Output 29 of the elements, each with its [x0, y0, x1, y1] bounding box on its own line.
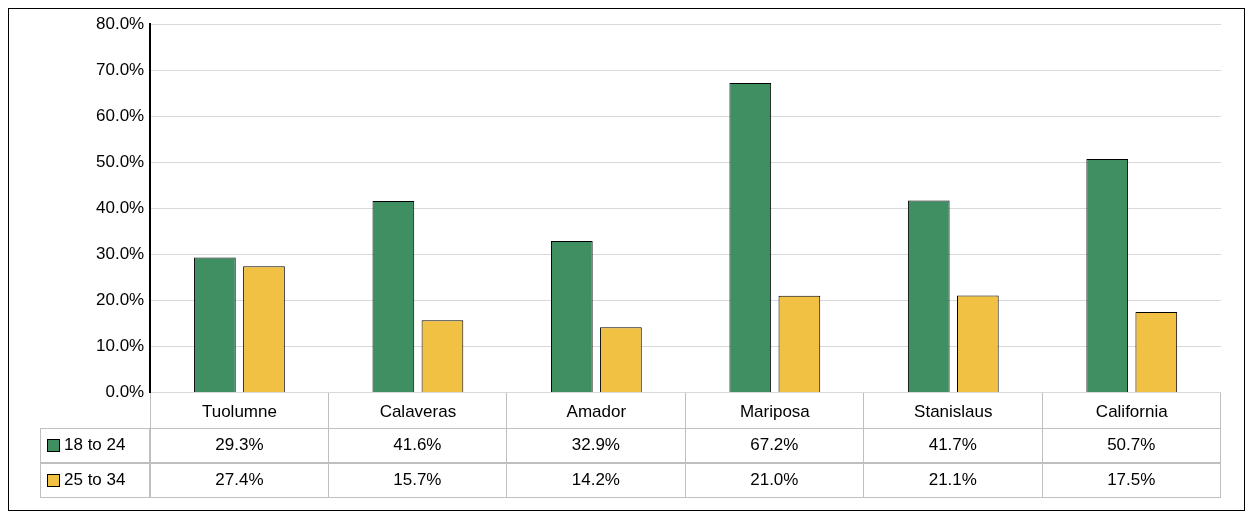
y-tick-label: 0.0%	[105, 382, 145, 402]
x-tick-label: Mariposa	[739, 402, 811, 422]
x-tick-label: Tuolumne	[201, 402, 277, 422]
x-tick-label: Calaveras	[379, 402, 457, 422]
y-tick-label: 70.0%	[96, 59, 145, 79]
y-tick-label: 20.0%	[96, 290, 145, 310]
data-label: 15.7%	[393, 470, 442, 491]
y-tick-label: 80.0%	[96, 13, 145, 33]
legend-label: 25 to 34	[64, 470, 126, 491]
data-label: 14.2%	[571, 470, 620, 491]
legend-label: 18 to 24	[64, 435, 126, 456]
data-label: 67.2%	[750, 435, 799, 456]
data-label: 41.6%	[393, 435, 442, 456]
data-label: 50.7%	[1107, 435, 1156, 456]
data-label: 21.0%	[750, 470, 799, 491]
data-label: 32.9%	[571, 435, 620, 456]
data-label: 29.3%	[215, 435, 264, 456]
y-tick-label: 60.0%	[96, 105, 145, 125]
data-label: 41.7%	[928, 435, 977, 456]
y-tick-label: 10.0%	[96, 336, 145, 356]
x-tick-label: Stanislaus	[914, 402, 993, 422]
data-label: 27.4%	[215, 470, 264, 491]
data-label: 17.5%	[1107, 470, 1156, 491]
x-tick-label: California	[1095, 402, 1169, 422]
y-tick-label: 30.0%	[96, 244, 145, 264]
x-tick-label: Amador	[566, 402, 627, 422]
data-label: 21.1%	[928, 470, 977, 491]
y-tick-label: 40.0%	[96, 197, 145, 217]
y-tick-label: 50.0%	[96, 151, 145, 171]
